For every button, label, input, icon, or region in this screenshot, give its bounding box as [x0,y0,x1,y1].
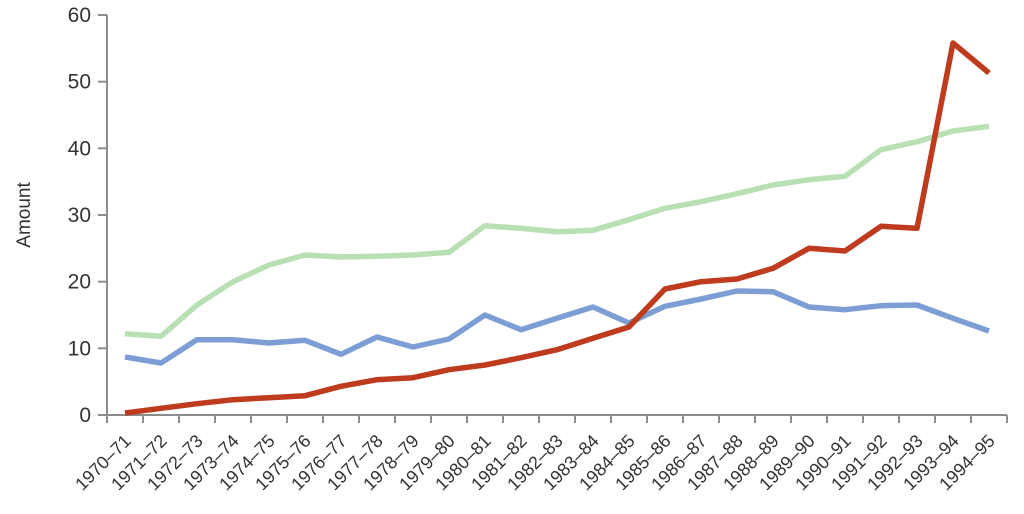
series-red-line [124,40,991,416]
y-axis-title: Amount [14,182,35,248]
series-green-line [124,123,990,340]
y-axis-tick-label: 60 [68,4,91,27]
y-axis-tick-label: 40 [68,137,91,160]
y-axis-tick-label: 0 [79,404,91,427]
y-axis-tick-label: 10 [68,337,91,360]
y-axis-tick-label: 20 [68,271,91,294]
series-blue-line [124,288,990,366]
y-axis-tick-label: 50 [68,71,91,94]
y-axis-tick-label: 30 [68,204,91,227]
